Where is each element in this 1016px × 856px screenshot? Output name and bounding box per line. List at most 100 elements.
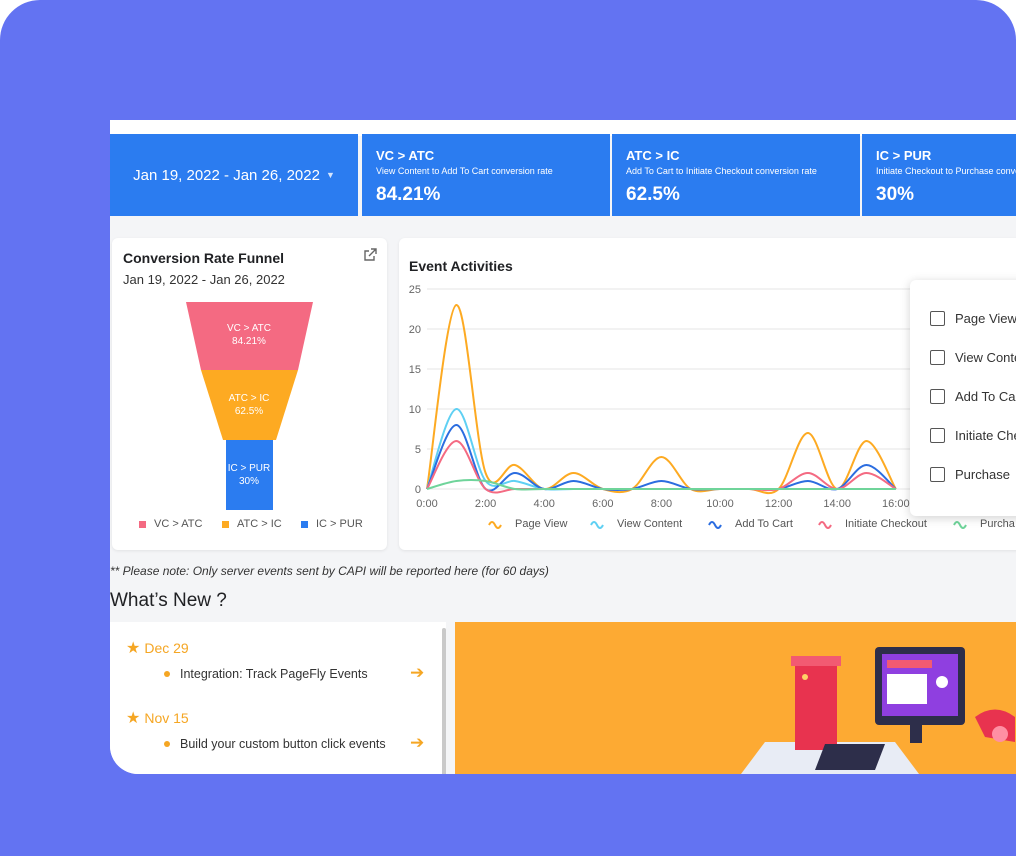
- external-link-icon[interactable]: [363, 248, 377, 262]
- date-range-picker[interactable]: Jan 19, 2022 - Jan 26, 2022 ▼: [110, 134, 358, 216]
- stage-label: VC > ATC: [227, 323, 271, 334]
- funnel-stage-2: [201, 370, 298, 440]
- x-tick-label: 4:00: [533, 498, 554, 510]
- funnel-date: Jan 19, 2022 - Jan 26, 2022: [123, 272, 285, 287]
- metric-value: 62.5%: [626, 184, 680, 205]
- star-icon: ★: [126, 640, 141, 657]
- computer-illustration: [741, 647, 1015, 774]
- legend-label: Add To Cart: [735, 518, 793, 530]
- series-line: [426, 303, 897, 495]
- checkbox[interactable]: [930, 389, 945, 404]
- news-item[interactable]: Build your custom button click events: [164, 737, 386, 751]
- stage-label: ATC > IC: [228, 393, 270, 404]
- legend-label: View Content: [617, 518, 682, 530]
- metric-subtitle: View Content to Add To Cart conversion r…: [376, 166, 553, 176]
- stage-value: 84.21%: [232, 336, 266, 347]
- x-tick-label: 0:00: [416, 498, 437, 510]
- legend-label: VC > ATC: [154, 518, 203, 530]
- option-label: Purchase: [955, 467, 1010, 482]
- y-tick-label: 5: [415, 444, 421, 456]
- legend-swatch: [139, 520, 146, 528]
- checkbox[interactable]: [930, 350, 945, 365]
- option-label: Initiate Checkout: [955, 428, 1016, 443]
- metric-card-atc-ic: ATC > IC Add To Cart to Initiate Checkou…: [612, 134, 860, 216]
- events-title: Event Activities: [409, 258, 513, 274]
- conversion-funnel-panel: Conversion Rate Funnel Jan 19, 2022 - Ja…: [112, 238, 387, 550]
- filter-option-initiate-checkout[interactable]: Initiate Checkout: [930, 428, 1016, 443]
- legend-swatch: [222, 520, 229, 528]
- legend-marker: [708, 521, 722, 529]
- legend-label: Purcha: [980, 518, 1016, 530]
- funnel-legend-item-2[interactable]: ATC > IC: [222, 518, 282, 530]
- star-icon: ★: [126, 710, 141, 727]
- news-date-text: Nov 15: [144, 710, 189, 726]
- series-line: [426, 479, 896, 491]
- funnel-stage-1-label: VC > ATC 84.21%: [209, 322, 289, 348]
- funnel-title: Conversion Rate Funnel: [123, 250, 285, 266]
- whats-new-banner: [455, 622, 1016, 774]
- app-window: Jan 19, 2022 - Jan 26, 2022 ▼ VC > ATC V…: [110, 120, 1016, 774]
- legend-swatch: [301, 520, 308, 528]
- y-tick-label: 15: [409, 364, 421, 376]
- legend-label: IC > PUR: [316, 518, 363, 530]
- filter-option-purchase[interactable]: Purchase: [930, 467, 1010, 482]
- x-tick-label: 10:00: [706, 498, 734, 510]
- scrollbar[interactable]: [442, 628, 446, 774]
- bullet-icon: [164, 741, 170, 747]
- legend-label: Initiate Checkout: [845, 518, 927, 530]
- news-date: ★ Dec 29: [126, 638, 189, 658]
- capi-note: ** Please note: Only server events sent …: [110, 564, 549, 578]
- stage-label: IC > PUR: [227, 463, 271, 474]
- x-tick-label: 6:00: [592, 498, 613, 510]
- x-tick-label: 16:00: [882, 498, 910, 510]
- y-tick-label: 25: [409, 284, 421, 296]
- x-tick-label: 8:00: [651, 498, 672, 510]
- checkbox[interactable]: [930, 311, 945, 326]
- y-tick-label: 10: [409, 404, 421, 416]
- y-tick-label: 0: [415, 484, 421, 496]
- metric-subtitle: Add To Cart to Initiate Checkout convers…: [626, 166, 817, 176]
- x-tick-label: 14:00: [823, 498, 851, 510]
- metric-value: 30%: [876, 184, 915, 205]
- news-item[interactable]: Integration: Track PageFly Events: [164, 667, 368, 681]
- whats-new-heading: What’s New ?: [110, 590, 227, 611]
- metric-card-vc-atc: VC > ATC View Content to Add To Cart con…: [362, 134, 610, 216]
- top-strip: [110, 120, 1016, 136]
- x-tick-label: 12:00: [765, 498, 793, 510]
- filter-option-add-to-cart[interactable]: Add To Cart: [930, 389, 1016, 404]
- checkbox[interactable]: [930, 467, 945, 482]
- option-label: View Content: [955, 350, 1016, 365]
- metric-value: 84.21%: [376, 184, 441, 205]
- whats-new-list: ★ Dec 29 Integration: Track PageFly Event…: [110, 622, 446, 774]
- bullet-icon: [164, 671, 170, 677]
- y-tick-label: 20: [409, 324, 421, 336]
- metric-subtitle: Initiate Checkout to Purchase conversion…: [876, 166, 1016, 176]
- news-item-text: Build your custom button click events: [180, 737, 386, 751]
- legend-marker: [953, 521, 967, 529]
- funnel-stage-2-label: ATC > IC 62.5%: [209, 392, 289, 418]
- funnel-stage-3-label: IC > PUR 30%: [219, 462, 279, 488]
- funnel-legend-item-1[interactable]: VC > ATC: [139, 518, 202, 530]
- funnel-stage-3: [226, 440, 273, 510]
- event-filter-dropdown: Page View View Content Add To Cart Initi…: [910, 280, 1016, 516]
- legend-marker: [488, 521, 502, 529]
- funnel-chart: [186, 302, 313, 510]
- news-item-text: Integration: Track PageFly Events: [180, 667, 368, 681]
- arrow-right-icon[interactable]: ➔: [410, 663, 425, 682]
- legend-label: ATC > IC: [237, 518, 282, 530]
- arrow-right-icon[interactable]: ➔: [410, 733, 425, 752]
- stage-value: 30%: [238, 476, 259, 487]
- checkbox[interactable]: [930, 428, 945, 443]
- option-label: Add To Cart: [955, 389, 1016, 404]
- funnel-legend-item-3[interactable]: IC > PUR: [301, 518, 363, 530]
- metric-card-ic-pur: IC > PUR Initiate Checkout to Purchase c…: [862, 134, 1016, 216]
- news-date-text: Dec 29: [144, 640, 189, 656]
- metric-title: VC > ATC: [376, 148, 435, 163]
- filter-option-view-content[interactable]: View Content: [930, 350, 1016, 365]
- stage-value: 62.5%: [234, 406, 264, 417]
- news-date: ★ Nov 15: [126, 708, 189, 728]
- metric-title: IC > PUR: [876, 148, 932, 163]
- filter-option-page-view[interactable]: Page View: [930, 311, 1016, 326]
- option-label: Page View: [955, 311, 1016, 326]
